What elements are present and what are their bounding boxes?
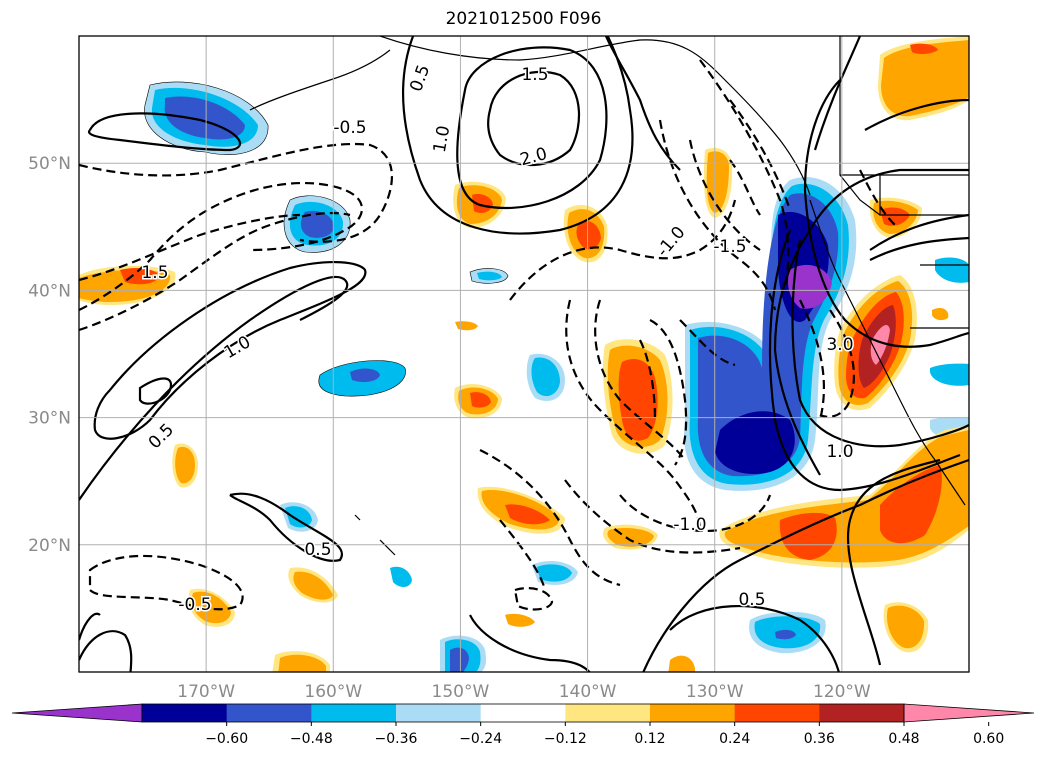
longitude-label: 170°W — [177, 682, 235, 702]
map-title: 2021012500 F096 — [445, 9, 602, 29]
longitude-label: 120°W — [813, 682, 871, 702]
latitude-label: 40°N — [28, 281, 71, 301]
colorbar-bin — [311, 704, 397, 722]
latitude-label: 20°N — [28, 536, 71, 556]
longitude-label: 140°W — [559, 682, 617, 702]
colorbar: −0.60 −0.48 −0.36 −0.24 −0.12 0.12 0.24 0.36 0.4… — [11, 703, 1035, 747]
contour-label: -1.5 — [713, 237, 746, 257]
contour-label: 0.5 — [304, 540, 331, 560]
colorbar-tick-label: 0.36 — [804, 731, 835, 747]
colorbar-tick-label: −0.12 — [544, 731, 587, 747]
colorbar-tick-label: 0.24 — [719, 731, 750, 747]
contour-label: -1.0 — [673, 515, 706, 535]
contour-label: 3.0 — [826, 335, 853, 355]
contour-lines — [79, 36, 969, 672]
colorbar-tick-label: −0.24 — [459, 731, 502, 747]
longitude-labels: 170°W 160°W 150°W 140°W 130°W 120°W — [177, 682, 871, 702]
colorbar-tick-label: −0.60 — [205, 731, 248, 747]
colorbar-bin — [480, 704, 566, 722]
colorbar-bin — [396, 704, 482, 722]
colorbar-bin — [734, 704, 820, 722]
contour-label: 0.5 — [738, 590, 765, 610]
colorbar-extend-low — [11, 703, 143, 723]
colorbar-bin — [565, 704, 651, 722]
contour-label: 1.0 — [826, 442, 853, 462]
contour-label: 1.5 — [141, 263, 168, 283]
colorbar-tick-label: −0.48 — [290, 731, 333, 747]
latitude-labels: 50°N 40°N 30°N 20°N — [28, 154, 71, 556]
contour-label: 1.0 — [430, 124, 454, 154]
longitude-label: 130°W — [686, 682, 744, 702]
colorbar-outline — [141, 703, 905, 723]
colorbar-tick-label: −0.36 — [375, 731, 418, 747]
longitude-label: 160°W — [304, 682, 362, 702]
graticule — [79, 36, 969, 672]
map-frame — [78, 35, 970, 673]
colorbar-bin — [650, 704, 736, 722]
colorbar-bin — [226, 704, 312, 722]
colorbar-bin — [819, 704, 905, 722]
contour-label: -0.5 — [178, 595, 211, 615]
colorbar-extend-high — [903, 703, 1035, 723]
colorbar-bin — [142, 704, 228, 722]
coastlines — [249, 36, 969, 556]
colorbar-tick-label: 0.60 — [973, 731, 1004, 747]
colorbar-tick-label: 0.12 — [634, 731, 665, 747]
contour-label: -0.5 — [333, 118, 366, 138]
latitude-label: 50°N — [28, 154, 71, 174]
anomaly-shading — [79, 36, 969, 672]
longitude-label: 150°W — [432, 682, 490, 702]
latitude-label: 30°N — [28, 409, 71, 429]
colorbar-tick-label: 0.48 — [888, 731, 919, 747]
contour-label: 1.5 — [521, 65, 548, 85]
